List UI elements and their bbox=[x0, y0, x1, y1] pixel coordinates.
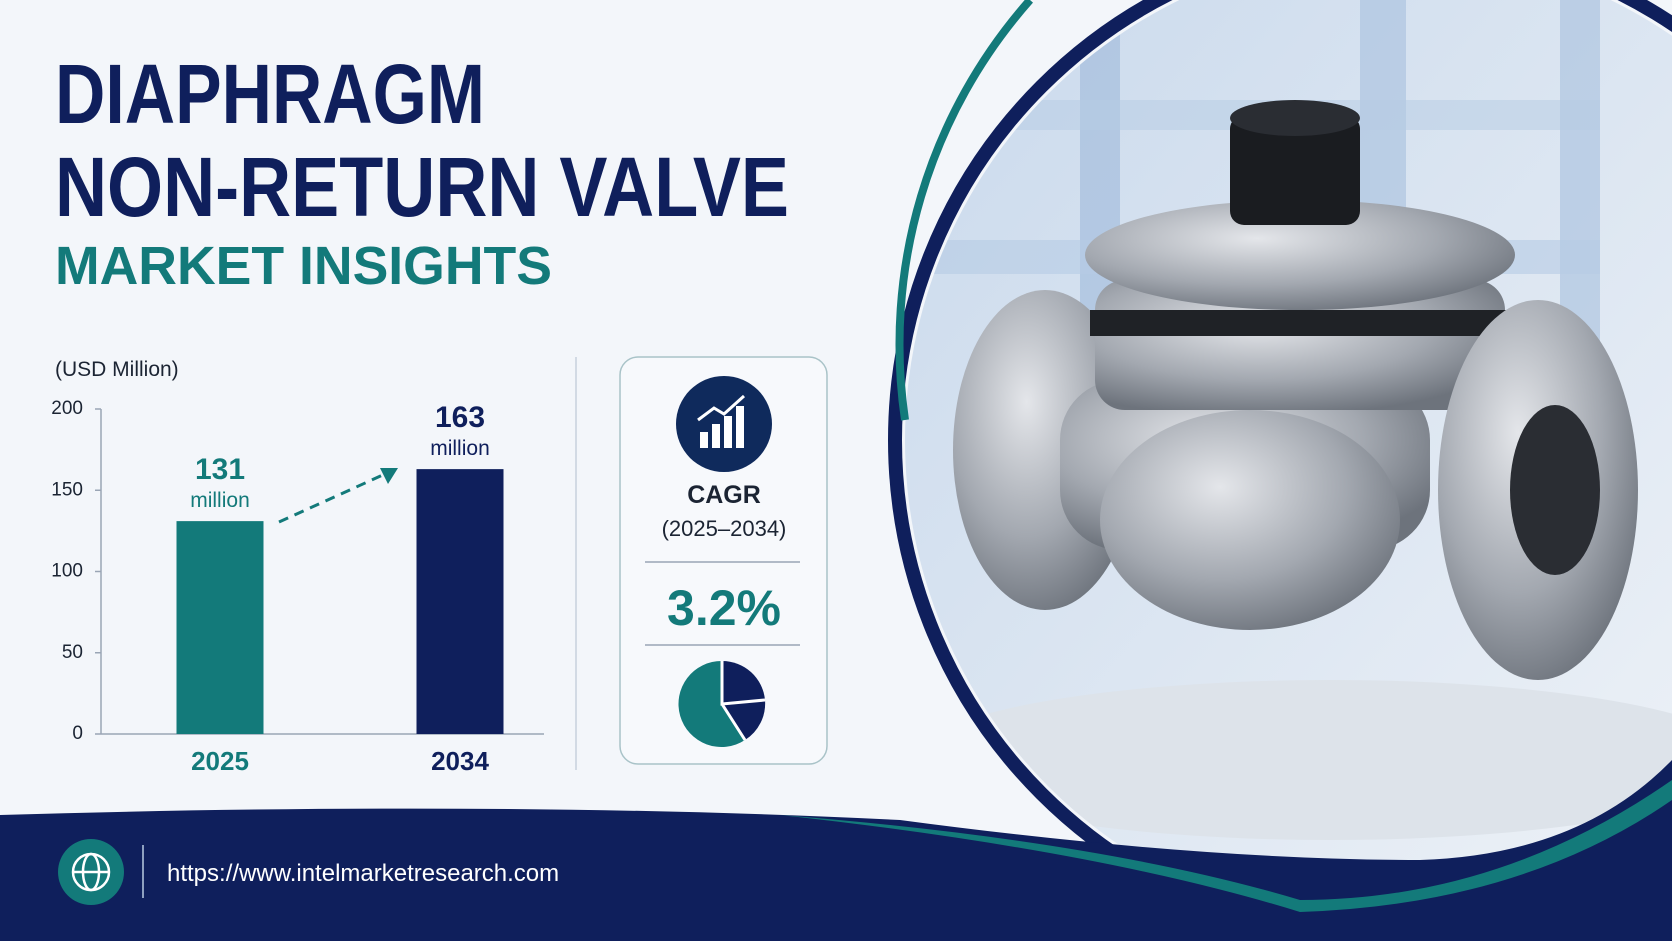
y-tick-label: 150 bbox=[51, 479, 83, 500]
title-line: NON-RETURN VALVE bbox=[55, 140, 789, 234]
y-tick-label: 200 bbox=[51, 398, 83, 419]
accent-arc bbox=[895, 0, 1033, 421]
footer-accent bbox=[780, 780, 1672, 912]
y-tick-label: 50 bbox=[62, 642, 83, 663]
value-label: 163 bbox=[435, 401, 485, 434]
x-tick-label: 2034 bbox=[431, 746, 489, 776]
trend-arrow bbox=[278, 472, 386, 524]
cagr-value: 3.2% bbox=[667, 580, 781, 636]
cagr-period: (2025–2034) bbox=[662, 516, 787, 541]
y-tick-label: 100 bbox=[51, 561, 83, 582]
y-tick-label: 0 bbox=[72, 723, 83, 744]
growth-icon-bars bbox=[700, 406, 744, 448]
value-unit: million bbox=[430, 437, 490, 460]
y-axis-label: (USD Million) bbox=[55, 358, 179, 381]
value-label: 131 bbox=[195, 453, 245, 486]
title-line: DIAPHRAGM bbox=[55, 47, 485, 141]
growth-icon-arrow bbox=[697, 394, 746, 422]
cagr-panel bbox=[619, 356, 828, 765]
bar bbox=[176, 521, 264, 734]
pie-icon bbox=[678, 660, 766, 747]
cagr-label: CAGR bbox=[687, 481, 761, 509]
subtitle: MARKET INSIGHTS bbox=[55, 236, 552, 296]
x-tick-label: 2025 bbox=[191, 746, 249, 776]
bar bbox=[416, 469, 504, 734]
value-unit: million bbox=[190, 489, 250, 512]
globe-lines bbox=[71, 852, 111, 892]
product-photo bbox=[905, 0, 1672, 930]
trend-arrowhead bbox=[380, 468, 398, 484]
url: https://www.intelmarketresearch.com bbox=[167, 860, 559, 887]
